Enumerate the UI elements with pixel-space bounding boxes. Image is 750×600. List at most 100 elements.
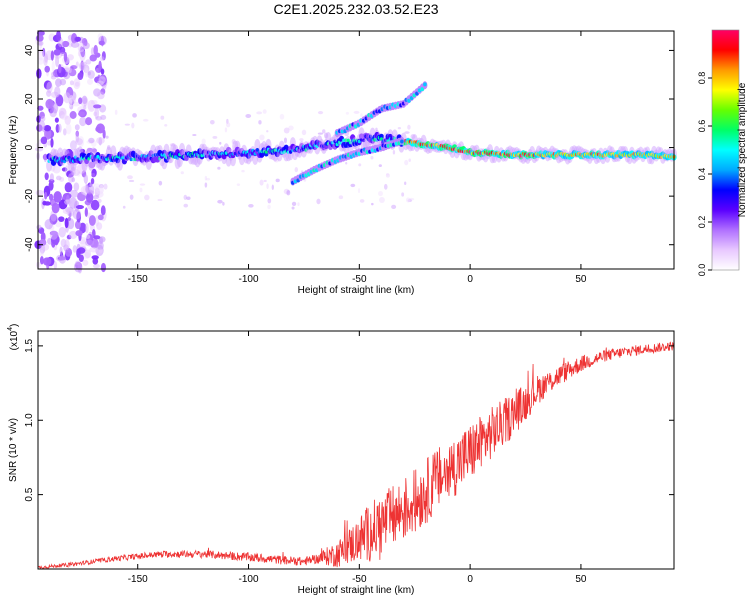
- spectrogram-noise-cell: [40, 115, 46, 122]
- spectrogram-noise-cell: [43, 201, 51, 206]
- spectrogram-noise-cell: [256, 111, 263, 115]
- spectrogram-noise-cell: [204, 175, 208, 181]
- spectrogram-noise-cell: [53, 49, 61, 56]
- spectrogram-noise-cell: [51, 71, 55, 77]
- spectrogram-noise-cell: [209, 120, 215, 125]
- spectrogram-noise-cell: [65, 123, 72, 135]
- spectrogram-noise-cell: [97, 214, 104, 221]
- spectrogram-noise-cell: [83, 104, 87, 110]
- bottom-x-ticks: -150 -100 -50 0 50: [128, 331, 587, 585]
- spectrogram-track-cell: [407, 98, 411, 103]
- bottom-y-ticks: 0.5 1.0 1.5: [24, 338, 674, 502]
- spectrogram-noise-cell: [89, 54, 97, 62]
- top-y-tick-label: 20: [24, 93, 35, 105]
- spectrogram-noise-cell: [127, 175, 133, 180]
- snr-frame: [37, 330, 675, 570]
- spectrogram-noise-cell: [129, 194, 134, 200]
- spectrogram-noise-cell: [77, 262, 83, 274]
- spectrogram-noise-cell: [75, 61, 79, 68]
- spectrogram-noise-cell: [100, 56, 105, 61]
- colorbar-frame: [711, 29, 740, 271]
- spectrogram-noise-cell: [78, 254, 84, 263]
- spectrogram-noise-cell: [64, 115, 71, 125]
- spectrogram-noise-cell: [353, 110, 360, 114]
- spectrogram-noise-cell: [100, 68, 105, 75]
- spectrogram-noise-cell: [360, 113, 363, 117]
- spectrogram-noise-cell: [63, 51, 68, 63]
- spectrogram-noise-cell: [35, 189, 44, 196]
- spectrogram-noise-cell: [55, 54, 60, 67]
- spectrogram-noise-cell: [98, 76, 106, 84]
- spectrogram-noise-cell: [80, 239, 87, 248]
- spectrogram-noise-cell: [42, 257, 52, 266]
- spectrogram-noise-cell: [301, 129, 307, 136]
- spectrogram-noise-cell: [70, 189, 79, 198]
- spectrogram-noise-cell: [94, 107, 100, 119]
- spectrogram-noise-cell: [283, 127, 290, 134]
- spectrogram-noise-cell: [43, 125, 52, 132]
- spectrogram-noise-cell: [322, 129, 326, 134]
- spectrogram-noise-cell: [56, 30, 61, 41]
- top-x-tick-label: 50: [575, 274, 587, 285]
- spectrogram-noise-cell: [85, 192, 94, 203]
- spectrogram-noise-cell: [68, 97, 73, 108]
- spectrogram-noise-cell: [201, 138, 206, 145]
- spectrogram-track-cell: [346, 138, 350, 143]
- spectrogram-track-cell: [423, 82, 427, 87]
- spectrogram-noise-cell: [85, 184, 95, 195]
- spectrogram-noise-cell: [68, 230, 78, 240]
- spectrogram-noise-cell: [36, 68, 42, 79]
- colorbar-label: Normalized spectral amplitude: [737, 82, 748, 217]
- spectrogram-noise-cell: [408, 158, 411, 162]
- spectrogram-noise-cell: [74, 220, 81, 230]
- spectrogram-noise-cell: [49, 173, 54, 182]
- colorbar-tick-label: 0.6: [697, 120, 707, 133]
- figure-title: C2E1.2025.232.03.52.E23: [273, 1, 438, 17]
- spectrogram-noise-cell: [219, 141, 222, 145]
- spectrogram-noise-cell: [63, 128, 67, 136]
- spectrogram-noise-cell: [370, 156, 374, 160]
- spectrogram-noise-cell: [317, 132, 323, 135]
- spectrogram-noise-cell: [87, 212, 91, 219]
- spectrogram-noise-cell: [248, 203, 254, 208]
- top-y-axis-label: Frequency (Hz): [8, 116, 19, 185]
- spectrogram-noise-cell: [40, 136, 48, 145]
- spectrogram-noise-cell: [267, 198, 272, 204]
- spectrogram-noise-cell: [158, 180, 163, 186]
- spectrogram-noise-cell: [58, 123, 62, 133]
- spectrogram-noise-cell: [183, 194, 188, 200]
- spectrogram-noise-cell: [37, 57, 44, 65]
- spectrogram-noise-cell: [54, 86, 61, 98]
- spectrogram-noise-cell: [217, 199, 223, 204]
- spectrogram-noise-cell: [69, 80, 74, 86]
- spectrogram-noise-cell: [271, 184, 274, 190]
- spectrogram-noise-cell: [379, 197, 385, 203]
- colorbar: 0.0 0.2 0.4 0.6 0.8 Normalized spectral ampl…: [697, 29, 748, 276]
- spectrogram-noise-cell: [72, 209, 82, 220]
- spectrogram-noise-cell: [392, 149, 396, 155]
- spectrogram-frame: [37, 30, 675, 270]
- spectrogram-noise-cell: [73, 182, 80, 192]
- bottom-y-tick-label: 1.0: [24, 413, 35, 427]
- spectrogram-noise-cell: [212, 135, 218, 139]
- y-multiplier-text: (x104): [7, 324, 20, 351]
- spectrogram-noise-cell: [241, 169, 245, 173]
- spectrogram-noise-cell: [100, 205, 106, 216]
- spectrogram-noise-cell: [50, 50, 54, 61]
- snr-series-line: [37, 341, 675, 570]
- spectrogram-noise-cell: [90, 199, 100, 211]
- spectrogram-noise-cell: [79, 222, 87, 234]
- spectrogram-noise-cell: [124, 123, 130, 126]
- spectrogram-noise-cell: [45, 98, 54, 110]
- spectrogram-noise-cell: [157, 198, 163, 202]
- colorbar-tick-label: 0.4: [697, 168, 707, 181]
- spectrogram-noise-cell: [139, 187, 143, 193]
- spectrogram-noise-cell: [37, 105, 44, 111]
- spectrogram-noise-cell: [142, 118, 149, 122]
- spectrogram-noise-cell: [78, 97, 83, 105]
- spectrogram-noise-cell: [85, 222, 89, 234]
- spectrogram-noise-cell: [61, 40, 70, 48]
- spectrogram-noise-cell: [50, 138, 54, 148]
- spectrogram-noise-cell: [186, 196, 191, 200]
- spectrogram-noise-cell: [36, 224, 42, 230]
